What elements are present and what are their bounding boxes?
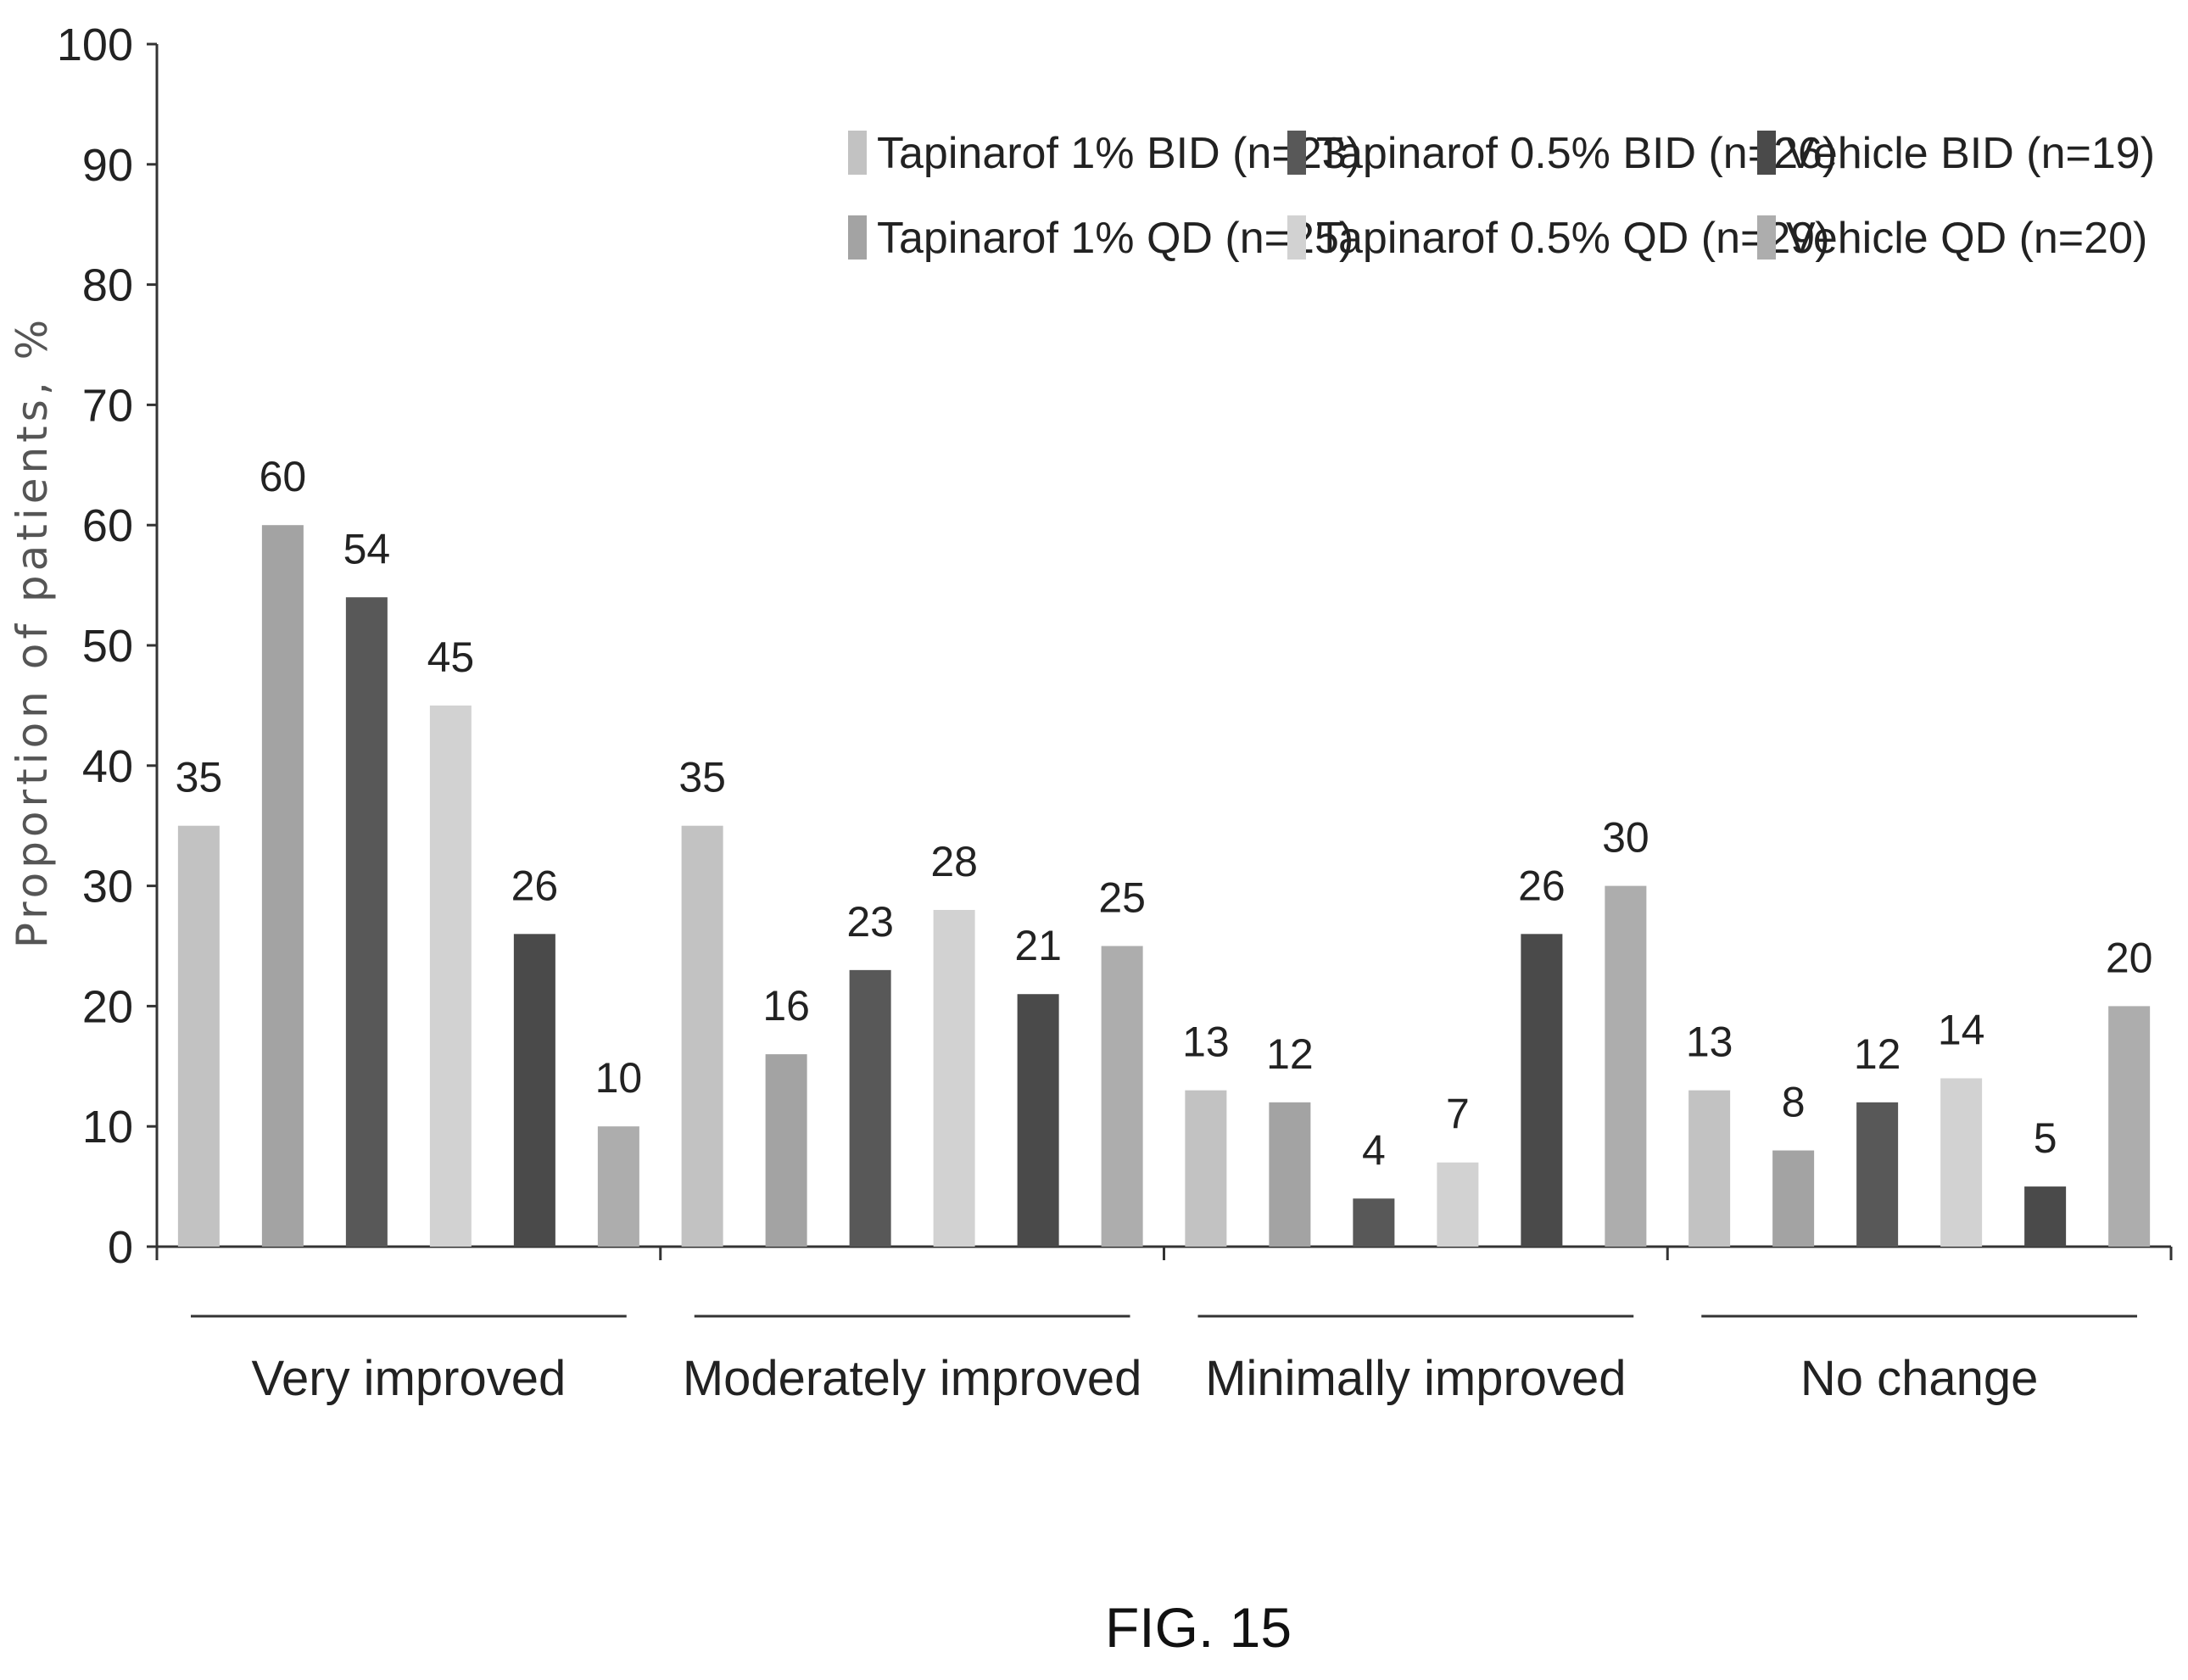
legend-label: Tapinarof 1% QD (n=25) — [877, 214, 1354, 263]
y-axis-title: Proportion of patients, % — [8, 315, 57, 948]
bar — [1688, 1090, 1731, 1247]
y-tick-label: 10 — [82, 1102, 133, 1153]
legend-swatch — [1757, 215, 1776, 260]
data-labels-group: 35 60 54 45 26 10 35 16 23 28 21 25 13 12 4 7 26 30 13 8 12 1… — [176, 453, 2153, 1174]
legend-label: Tapinarof 0.5% QD (n=29) — [1316, 214, 1830, 263]
bar — [1269, 1102, 1311, 1247]
bar — [681, 825, 723, 1247]
x-axis — [155, 1245, 2173, 1260]
bar — [849, 969, 891, 1247]
y-tick-label: 60 — [82, 500, 133, 551]
bar-value-label: 13 — [1182, 1019, 1230, 1066]
bar-value-label: 23 — [846, 898, 894, 946]
legend-swatch — [848, 131, 867, 175]
legend-label: Tapinarof 1% BID (n=23) — [877, 129, 1361, 178]
y-axis: 0 10 20 30 40 50 60 70 80 90 100 — [57, 20, 159, 1273]
category-label: Minimally improved — [1205, 1351, 1626, 1406]
bar-value-label: 30 — [1602, 814, 1649, 862]
bar — [1437, 1162, 1479, 1247]
bar — [1185, 1090, 1227, 1247]
legend-swatch — [1757, 131, 1776, 175]
bar-value-label: 35 — [176, 754, 223, 801]
bar — [1017, 994, 1059, 1247]
bar — [1353, 1198, 1395, 1247]
y-tick-label: 40 — [82, 741, 133, 792]
bar-value-label: 28 — [930, 838, 978, 885]
bars-group — [177, 525, 2151, 1247]
bar-value-label: 7 — [1446, 1091, 1470, 1138]
bar-value-label: 20 — [2106, 934, 2153, 981]
y-tick-label: 90 — [82, 140, 133, 191]
bar — [261, 525, 304, 1247]
y-tick-label: 50 — [82, 621, 133, 672]
bar — [177, 825, 220, 1247]
bar-value-label: 12 — [1854, 1030, 1901, 1078]
y-tick-label: 20 — [82, 981, 133, 1032]
bar-value-label: 25 — [1098, 874, 1146, 922]
bar-value-label: 12 — [1266, 1030, 1314, 1078]
bar — [933, 909, 975, 1247]
bar — [429, 705, 472, 1247]
legend-swatch — [1287, 131, 1306, 175]
bar-value-label: 8 — [1782, 1079, 1806, 1126]
legend-label: Vehicle BID (n=19) — [1786, 129, 2155, 178]
bar-value-label: 4 — [1362, 1126, 1386, 1174]
bar — [1101, 946, 1143, 1247]
y-tick-label: 70 — [82, 380, 133, 431]
category-label: No change — [1800, 1351, 2039, 1406]
bar — [2024, 1186, 2067, 1247]
bar-value-label: 16 — [762, 982, 810, 1030]
y-tick-label: 0 — [108, 1222, 133, 1273]
bar — [345, 597, 388, 1247]
bar — [1856, 1102, 1899, 1247]
bar-value-label: 45 — [427, 633, 475, 681]
bar — [1521, 934, 1563, 1247]
bar-value-label: 26 — [1518, 862, 1566, 909]
bar-value-label: 13 — [1686, 1019, 1733, 1066]
bar — [1605, 885, 1647, 1247]
bar-value-label: 5 — [2034, 1114, 2057, 1162]
bar-value-label: 60 — [260, 453, 307, 500]
figure-caption: FIG. 15 — [1105, 1596, 1292, 1659]
bar — [1772, 1150, 1815, 1247]
category-label: Moderately improved — [683, 1351, 1142, 1406]
bar — [765, 1054, 807, 1247]
y-tick-label: 100 — [57, 20, 133, 70]
bar-value-label: 54 — [343, 525, 391, 572]
legend-label: Vehicle QD (n=20) — [1786, 214, 2147, 263]
bar-value-label: 14 — [1938, 1006, 1985, 1053]
legend-swatch — [848, 215, 867, 260]
legend-swatch — [1287, 215, 1306, 260]
bar — [513, 934, 555, 1247]
bar-value-label: 26 — [511, 862, 559, 909]
bar-value-label: 21 — [1014, 922, 1062, 969]
category-labels-group: Very improved Moderately improved Minimall… — [191, 1314, 2137, 1406]
legend-label: Tapinarof 0.5% BID (n=26) — [1316, 129, 1837, 178]
y-tick-label: 80 — [82, 260, 133, 311]
bar — [597, 1126, 639, 1247]
y-tick-label: 30 — [82, 862, 133, 913]
legend: Tapinarof 1% BID (n=23) Tapinarof 1% QD (… — [848, 129, 2155, 263]
bar-value-label: 10 — [595, 1054, 643, 1102]
bar — [2108, 1006, 2151, 1247]
bar-value-label: 35 — [678, 754, 726, 801]
bar — [1940, 1078, 1983, 1247]
category-label: Very improved — [252, 1351, 567, 1406]
